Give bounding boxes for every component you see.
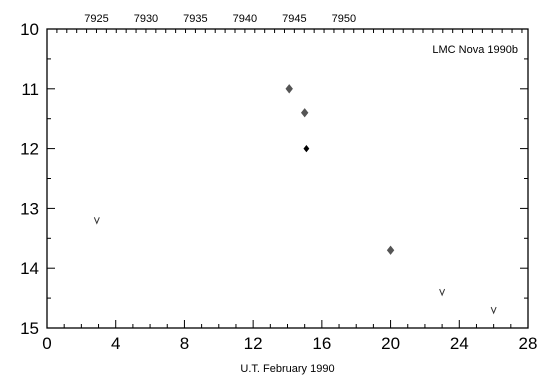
chart-title: LMC Nova 1990b	[432, 44, 518, 56]
x-tick-label: 0	[42, 334, 51, 353]
y-tick-label: 10	[20, 20, 39, 39]
plot-frame	[46, 28, 529, 329]
x-tick-label: 4	[111, 334, 120, 353]
ticks	[46, 28, 529, 329]
top-tick-label: 7925	[84, 13, 108, 25]
top-tick-label: 7935	[183, 13, 207, 25]
x-tick-label: 28	[519, 334, 538, 353]
top-tick-label: 7945	[282, 13, 306, 25]
top-tick-label: 7950	[332, 13, 356, 25]
top-tick-label: 7940	[233, 13, 257, 25]
data-points	[93, 84, 497, 315]
x-tick-label: 20	[381, 334, 400, 353]
y-tick-label: 15	[20, 319, 39, 338]
y-tick-label: 11	[21, 80, 39, 99]
upper-limit-marker	[439, 288, 446, 297]
y-tick-label: 12	[20, 140, 39, 159]
diamond-marker	[386, 245, 395, 255]
x-tick-label: 12	[244, 334, 263, 353]
upper-limit-marker	[490, 306, 497, 315]
x-axis-label: U.T. February 1990	[240, 363, 334, 375]
x-tick-label: 16	[312, 334, 331, 353]
x-tick-label: 8	[180, 334, 189, 353]
y-tick-label: 14	[20, 259, 39, 278]
tick-labels: 0 4 8 12 16 20 24 28 10 11 12 13 14 15 7925 7930 7935 794…	[20, 13, 537, 353]
diamond-marker	[285, 84, 293, 94]
upper-limit-marker	[93, 217, 100, 225]
top-tick-label: 7930	[134, 13, 158, 25]
axes	[46, 28, 529, 329]
diamond-marker	[300, 108, 309, 118]
diamond-marker	[303, 144, 310, 153]
y-tick-label: 13	[20, 199, 39, 218]
x-tick-label: 24	[450, 334, 469, 353]
